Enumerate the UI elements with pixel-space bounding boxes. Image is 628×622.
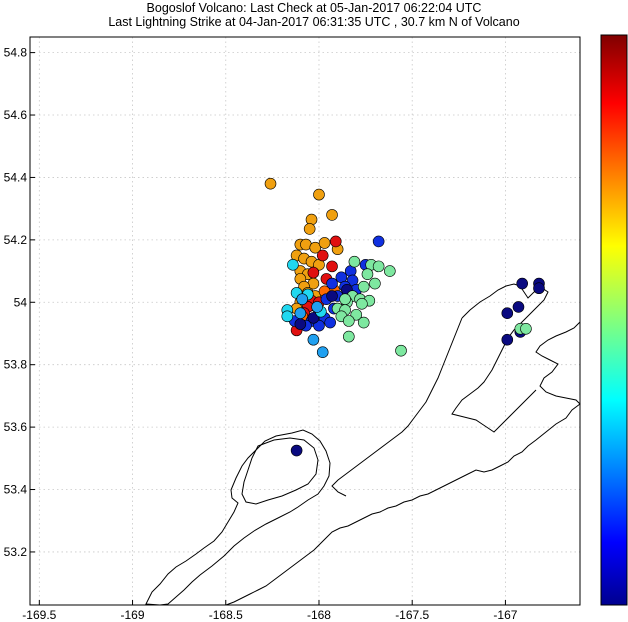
lightning-point [372,235,385,248]
coastline-map [145,283,581,606]
lightning-point [348,255,361,268]
lightning-point [343,315,355,327]
y-tick-label: 54 [14,295,28,309]
coastline-west-inner [241,437,319,505]
lightning-point [290,444,303,457]
colorbar [600,34,628,606]
lightning-point [329,235,342,248]
lightning-point [516,277,529,290]
lightning-point [343,330,355,343]
lightning-point [356,298,368,310]
y-tick-label: 53.4 [4,483,28,497]
y-tick-label: 53.2 [4,545,28,559]
lightning-point [372,260,385,273]
lightning-point [357,316,370,329]
lightning-point [326,260,338,273]
lightning-point [326,209,338,221]
lightning-point [316,346,329,359]
lightning-point [357,280,370,293]
lightning-point [294,318,307,330]
lightning-point [339,293,351,305]
y-tick-label: 54.8 [4,46,28,60]
x-tick-label: -169.5 [22,608,56,622]
lightning-point [307,333,320,346]
lightning-point [313,188,325,201]
lightning-point [281,310,294,323]
lightning-point [309,241,322,254]
lightning-point [287,259,299,271]
y-tick-label: 53.8 [4,358,28,372]
lightning-point [512,301,525,313]
y-tick-label: 53.6 [4,420,28,434]
lightning-point [294,307,307,319]
axis-ticks: -169.5 -169 -168.5 -168 -167.5 -167 53.2 53.4 53… [4,46,518,622]
lightning-point [316,249,329,262]
lightning-point [361,268,374,280]
coastline-east-landmass [225,320,581,606]
lightning-point [303,223,316,235]
lightning-point [350,308,363,321]
lightning-point [326,290,338,302]
x-tick-label: -168 [307,608,331,622]
y-tick-label: 54.4 [4,170,28,184]
lightning-point [307,266,320,279]
chart-subtitle: Last Lightning Strike at 04-Jan-2017 06:… [108,15,520,29]
lightning-point [384,265,396,277]
coastline-east-jagged [451,283,549,433]
lightning-point [501,333,514,346]
lightning-point [305,213,318,226]
plot-frame [29,36,581,606]
lightning-point [533,282,545,295]
lightning-point [311,301,323,313]
x-tick-label: -167.5 [395,608,429,622]
lightning-point [264,177,277,190]
chart-title: Bogoslof Volcano: Last Check at 05-Jan-2… [146,1,482,15]
y-tick-label: 54.2 [4,233,28,247]
coastline-east-shore [331,317,463,497]
lightning-point [318,237,331,249]
lightning-point [324,316,336,329]
y-tick-label: 54.6 [4,108,28,122]
x-tick-label: -168.5 [209,608,243,622]
lightning-point [369,277,381,290]
lightning-point [307,312,320,324]
lightning-points [264,177,545,457]
lightning-point [520,323,532,335]
lightning-point [501,307,514,319]
coastline-west-island [145,429,331,606]
lightning-point [296,293,309,305]
lightning-point [326,277,338,290]
x-tick-label: -167 [493,608,517,622]
lightning-point [395,344,407,357]
x-tick-label: -169 [121,608,145,622]
